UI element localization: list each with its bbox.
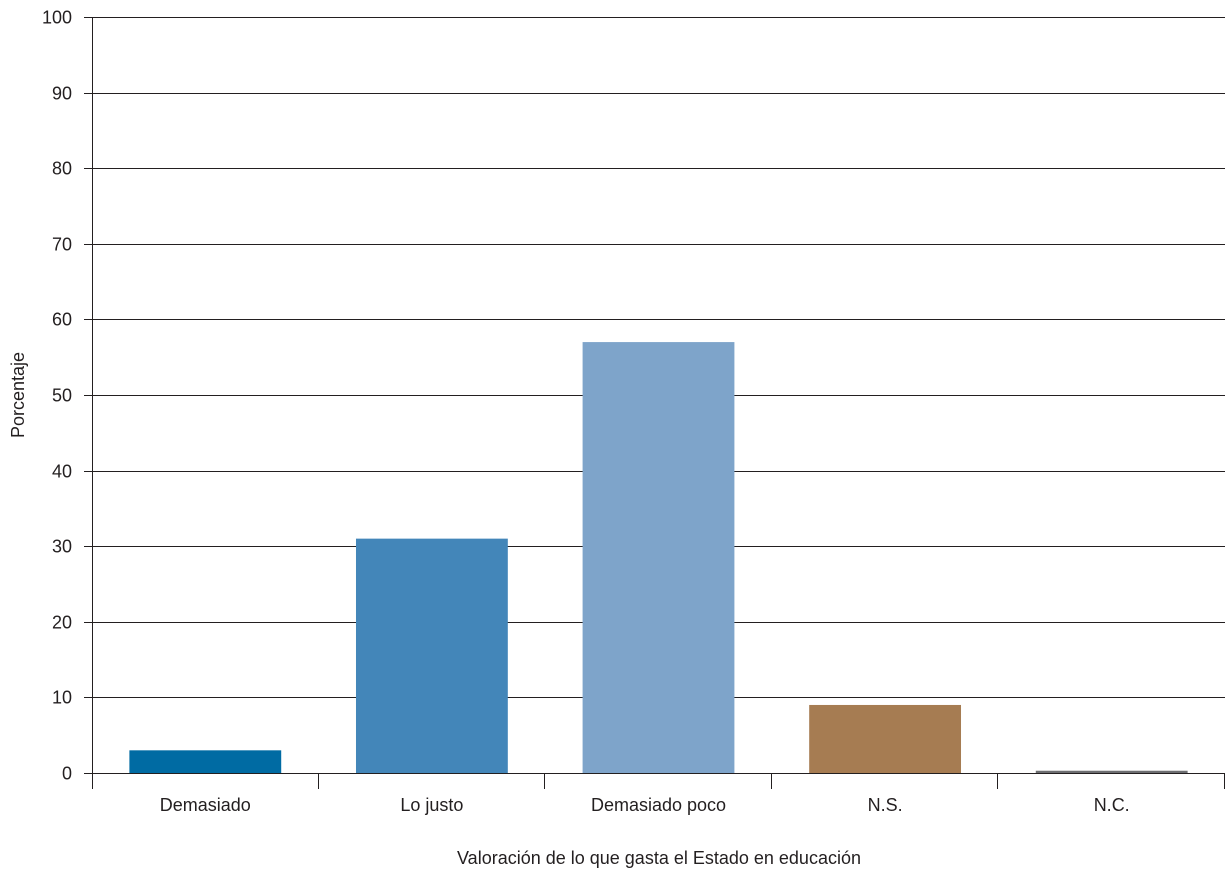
y-tick-label: 80 [52, 159, 72, 179]
y-tick-label: 20 [52, 613, 72, 633]
y-tick-label: 70 [52, 235, 72, 255]
y-tick-label: 30 [52, 537, 72, 557]
x-tick-label: N.C. [1094, 795, 1130, 815]
bar [582, 342, 735, 773]
y-axis-title: Porcentaje [8, 352, 28, 438]
y-tick-label: 50 [52, 386, 72, 406]
x-tick-label: Lo justo [400, 795, 463, 815]
y-tick-label: 10 [52, 688, 72, 708]
bar [355, 538, 508, 773]
x-tick-label: Demasiado [160, 795, 251, 815]
y-tick-label: 100 [42, 8, 72, 28]
x-tick-label: Demasiado poco [591, 795, 726, 815]
y-tick-label: 0 [62, 764, 72, 784]
y-tick-label: 90 [52, 84, 72, 104]
y-tick-label: 40 [52, 462, 72, 482]
y-tick-label: 60 [52, 310, 72, 330]
x-tick-label: N.S. [868, 795, 903, 815]
bar [129, 750, 282, 773]
bar [1035, 770, 1188, 773]
bar [809, 704, 962, 773]
x-tick-labels: Demasiado Lo justo Demasiado poco N.S. N.C. [160, 795, 1130, 815]
bars [129, 342, 1188, 773]
axes [84, 16, 1226, 789]
y-tick-labels: 0 10 20 30 40 50 60 70 80 90 100 [42, 8, 72, 784]
x-axis-title: Valoración de lo que gasta el Estado en … [457, 848, 861, 868]
